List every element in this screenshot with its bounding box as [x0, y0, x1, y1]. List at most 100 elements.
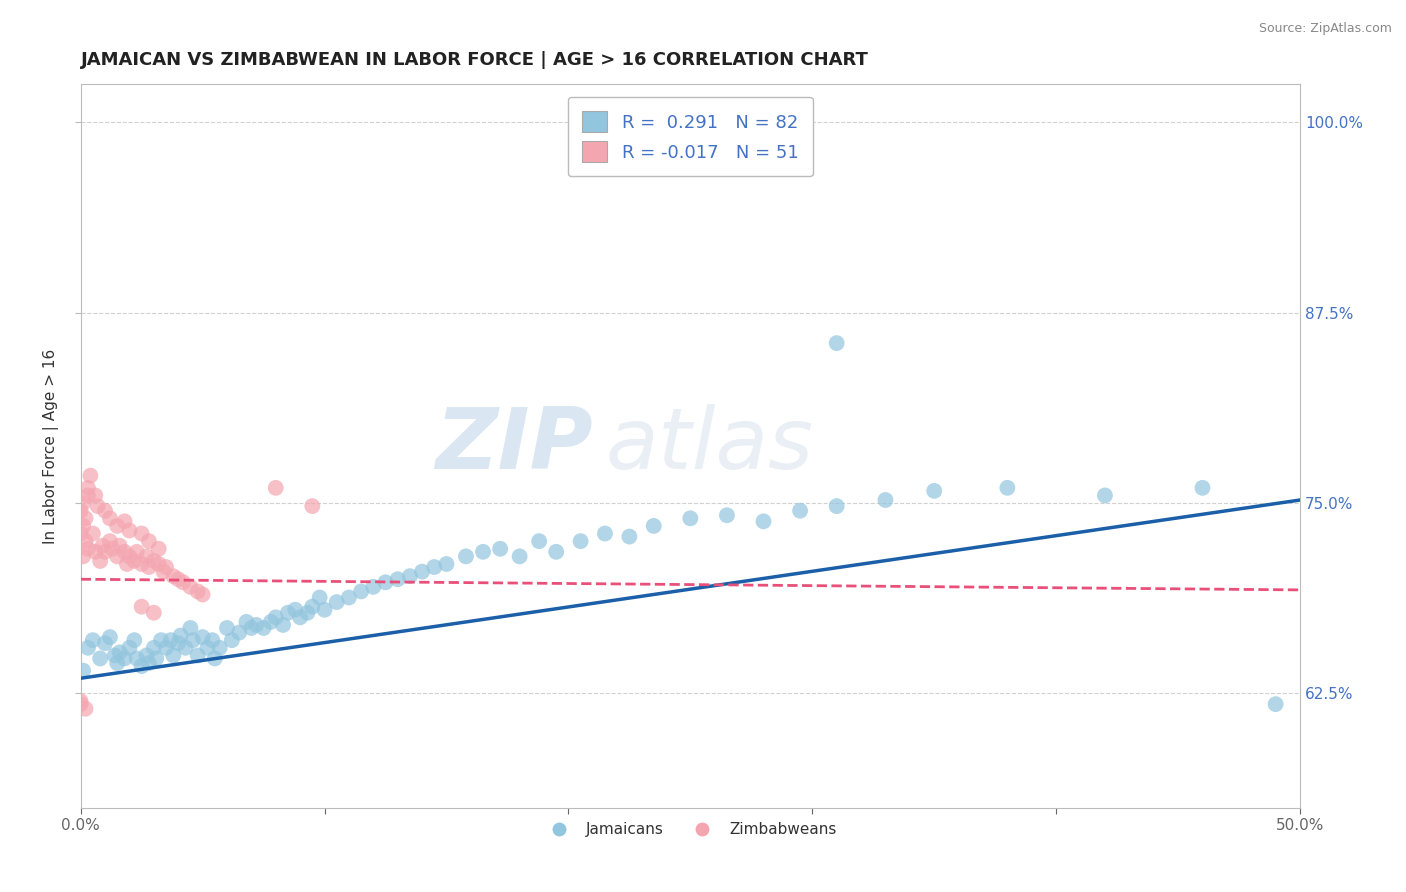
Jamaicans: [1191, 481, 1213, 495]
Jamaicans: [72, 664, 94, 678]
Zimbabweans: [69, 504, 91, 518]
Jamaicans: [138, 656, 160, 670]
Jamaicans: [297, 606, 319, 620]
Jamaicans: [509, 549, 531, 564]
Jamaicans: [187, 648, 209, 663]
Zimbabweans: [75, 534, 97, 549]
Jamaicans: [995, 481, 1018, 495]
Jamaicans: [922, 483, 945, 498]
Jamaicans: [308, 591, 330, 605]
Zimbabweans: [179, 580, 201, 594]
Jamaicans: [789, 504, 811, 518]
Jamaicans: [174, 640, 197, 655]
Jamaicans: [271, 618, 294, 632]
Zimbabweans: [94, 545, 117, 559]
Zimbabweans: [72, 519, 94, 533]
Zimbabweans: [87, 499, 110, 513]
Zimbabweans: [94, 504, 117, 518]
Jamaicans: [179, 621, 201, 635]
Jamaicans: [105, 656, 128, 670]
Jamaicans: [454, 549, 477, 564]
Jamaicans: [235, 615, 257, 629]
Jamaicans: [131, 659, 153, 673]
Zimbabweans: [108, 539, 131, 553]
Jamaicans: [264, 610, 287, 624]
Jamaicans: [569, 534, 592, 549]
Zimbabweans: [75, 511, 97, 525]
Jamaicans: [135, 648, 157, 663]
Zimbabweans: [191, 587, 214, 601]
Jamaicans: [221, 633, 243, 648]
Jamaicans: [260, 615, 283, 629]
Zimbabweans: [114, 545, 136, 559]
Zimbabweans: [84, 545, 107, 559]
Zimbabweans: [89, 554, 111, 568]
Zimbabweans: [69, 697, 91, 711]
Zimbabweans: [82, 526, 104, 541]
Jamaicans: [181, 633, 204, 648]
Zimbabweans: [77, 488, 100, 502]
Zimbabweans: [75, 702, 97, 716]
Jamaicans: [160, 633, 183, 648]
Zimbabweans: [72, 549, 94, 564]
Zimbabweans: [118, 549, 141, 564]
Jamaicans: [191, 630, 214, 644]
Jamaicans: [679, 511, 702, 525]
Jamaicans: [363, 580, 385, 594]
Zimbabweans: [142, 554, 165, 568]
Jamaicans: [108, 645, 131, 659]
Jamaicans: [215, 621, 238, 635]
Zimbabweans: [114, 514, 136, 528]
Zimbabweans: [124, 554, 146, 568]
Jamaicans: [387, 572, 409, 586]
Text: Source: ZipAtlas.com: Source: ZipAtlas.com: [1258, 22, 1392, 36]
Zimbabweans: [84, 488, 107, 502]
Jamaicans: [77, 640, 100, 655]
Jamaicans: [94, 636, 117, 650]
Zimbabweans: [187, 584, 209, 599]
Jamaicans: [643, 519, 665, 533]
Text: JAMAICAN VS ZIMBABWEAN IN LABOR FORCE | AGE > 16 CORRELATION CHART: JAMAICAN VS ZIMBABWEAN IN LABOR FORCE | …: [80, 51, 869, 69]
Jamaicans: [619, 530, 641, 544]
Jamaicans: [252, 621, 274, 635]
Jamaicans: [436, 557, 458, 571]
Jamaicans: [98, 630, 121, 644]
Jamaicans: [1264, 697, 1286, 711]
Jamaicans: [118, 640, 141, 655]
Jamaicans: [89, 651, 111, 665]
Zimbabweans: [79, 468, 101, 483]
Jamaicans: [825, 336, 848, 351]
Jamaicans: [472, 545, 495, 559]
Zimbabweans: [69, 694, 91, 708]
Jamaicans: [142, 640, 165, 655]
Zimbabweans: [142, 606, 165, 620]
Zimbabweans: [115, 557, 138, 571]
Zimbabweans: [162, 569, 184, 583]
Zimbabweans: [155, 560, 177, 574]
Zimbabweans: [148, 557, 170, 571]
Zimbabweans: [77, 481, 100, 495]
Zimbabweans: [152, 565, 174, 579]
Jamaicans: [162, 648, 184, 663]
Jamaicans: [489, 541, 512, 556]
Legend: Jamaicans, Zimbabweans: Jamaicans, Zimbabweans: [537, 816, 844, 844]
Jamaicans: [245, 618, 267, 632]
Zimbabweans: [91, 539, 114, 553]
Zimbabweans: [118, 524, 141, 538]
Jamaicans: [411, 565, 433, 579]
Jamaicans: [201, 633, 224, 648]
Jamaicans: [399, 569, 422, 583]
Jamaicans: [337, 591, 360, 605]
Zimbabweans: [138, 560, 160, 574]
Jamaicans: [325, 595, 347, 609]
Jamaicans: [716, 508, 738, 523]
Jamaicans: [1094, 488, 1116, 502]
Jamaicans: [314, 603, 336, 617]
Zimbabweans: [98, 511, 121, 525]
Zimbabweans: [135, 549, 157, 564]
Zimbabweans: [148, 541, 170, 556]
Jamaicans: [82, 633, 104, 648]
Text: atlas: atlas: [605, 404, 813, 487]
Zimbabweans: [131, 557, 153, 571]
Jamaicans: [423, 560, 446, 574]
